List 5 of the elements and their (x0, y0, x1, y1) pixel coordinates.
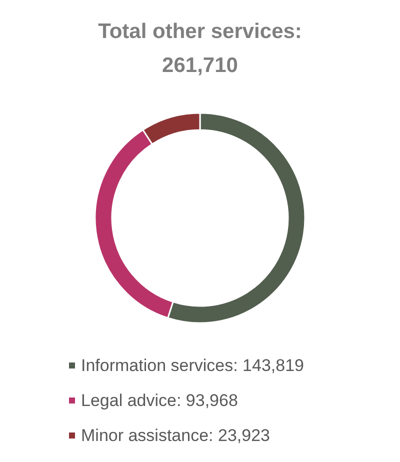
legend-label: Legal advice: 93,968 (81, 391, 238, 410)
legend-label: Information services: 143,819 (81, 356, 304, 375)
legend-label: Minor assistance: 23,923 (81, 426, 270, 445)
chart-title: Total other services: (98, 20, 302, 43)
chart-subtitle: 261,710 (162, 54, 238, 77)
